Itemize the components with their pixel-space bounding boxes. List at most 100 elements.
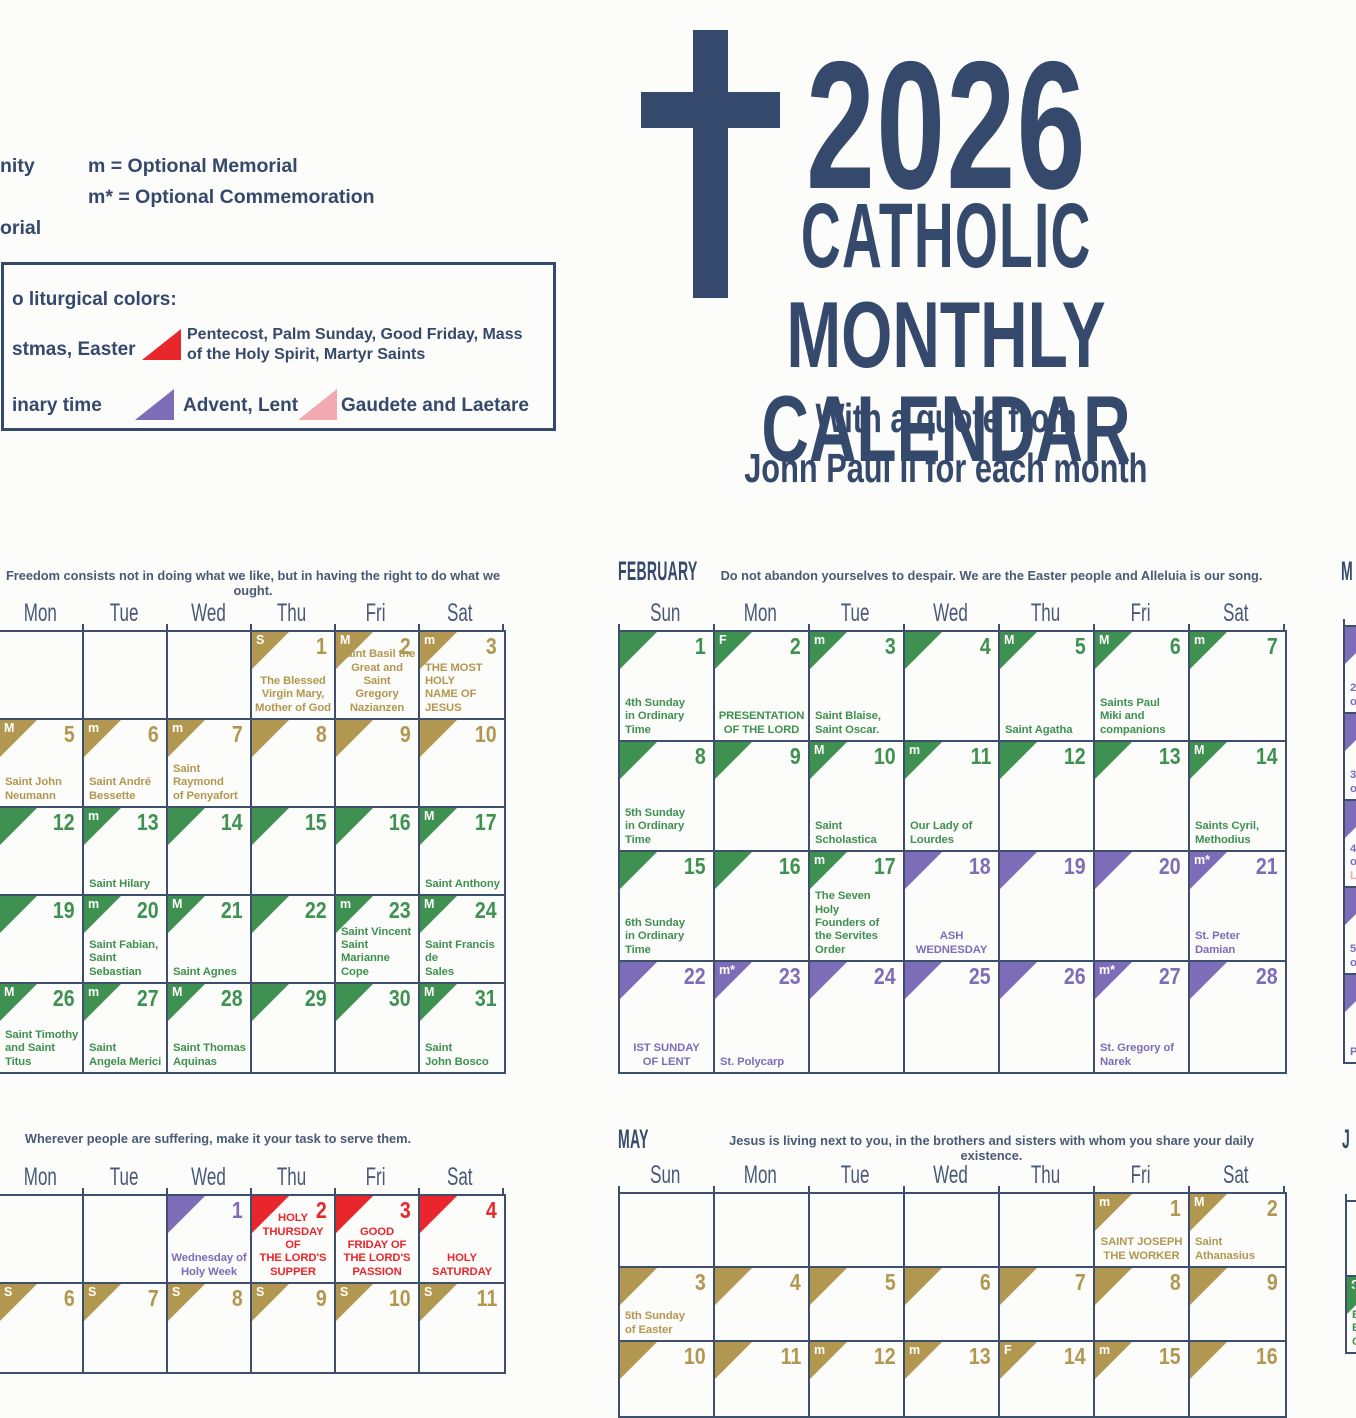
- liturgical-triangle: [336, 984, 373, 1021]
- liturgical-triangle: [715, 962, 752, 999]
- day-cell: M 2 Saint Athanasius: [1190, 1194, 1285, 1268]
- day-cell: 2 HOLY THURSDAY OF THE LORD'S SUPPER: [252, 1196, 336, 1284]
- rank-badge: S: [340, 1285, 349, 1299]
- liturgical-triangle: [1095, 852, 1132, 889]
- liturgical-triangle: [1345, 888, 1356, 925]
- liturgical-triangle: [715, 742, 752, 779]
- liturgical-triangle: [84, 984, 121, 1021]
- rank-badge: M: [814, 743, 825, 757]
- day-cell: 14: [168, 808, 252, 896]
- feast-label: 5th Sunday of Easter: [625, 1310, 685, 1336]
- year-text: 2026: [805, 23, 1087, 227]
- rank-badge: m*: [1099, 963, 1115, 977]
- day-number: 30: [389, 985, 411, 1011]
- day-cell: 8: [252, 720, 336, 808]
- weekday-header-text: Tue: [841, 1161, 870, 1189]
- liturgical-triangle: [252, 984, 289, 1021]
- poster-title-line3: MONTHLY CALENDAR: [560, 288, 1332, 476]
- day-number: 21: [221, 897, 243, 923]
- day-number: 8: [316, 721, 327, 747]
- day-number: 6: [980, 1269, 991, 1295]
- week-row: 10 11 m 12 m 13 F 14 m 15 16: [620, 1342, 1285, 1416]
- month-title-february: FEBRUARY: [618, 556, 771, 587]
- rank-badge: m: [909, 743, 921, 757]
- weekday-header-text: Sun: [650, 599, 681, 627]
- feast-label: Saints Paul Miki and companions: [1100, 697, 1166, 736]
- rank-badge: M: [1194, 1195, 1205, 1209]
- day-number: 18: [969, 853, 991, 879]
- liturgical-triangle: [620, 1268, 657, 1305]
- weekday-header-text: Thu: [1030, 1161, 1061, 1189]
- day-cell: 18 ASH WEDNESDAY: [905, 852, 1000, 962]
- weekday-header-text: Tue: [841, 599, 870, 627]
- day-cell: m 17 The Seven Holy Founders of the Servit…: [810, 852, 905, 962]
- weekday-header: Tue: [82, 1163, 166, 1192]
- day-number: 3: [400, 1197, 411, 1223]
- day-number: 21: [1256, 853, 1278, 879]
- day-number: 6: [1170, 633, 1181, 659]
- day-cell: M 26 Saint Timothy and Saint Titus: [0, 984, 84, 1072]
- day-cell: S 10: [336, 1284, 420, 1372]
- day-cell: 16: [1190, 1342, 1285, 1416]
- day-number: 11: [970, 743, 991, 769]
- liturgical-triangle: [0, 896, 37, 933]
- month-title-text: M: [1341, 556, 1353, 586]
- day-number: 15: [684, 853, 706, 879]
- liturgical-triangle: [1345, 975, 1356, 1012]
- day-number: 17: [874, 853, 896, 879]
- liturgical-triangle: [0, 720, 37, 757]
- legend-optional-commemoration: m* = Optional Commemoration: [88, 186, 375, 208]
- day-cell: 22: [252, 896, 336, 984]
- week-row: [1347, 1202, 1356, 1277]
- weekday-header-text: Thu: [277, 599, 307, 627]
- february-grid: 1 4th Sunday in Ordinary Time F 2 PRESENTATI…: [618, 630, 1287, 1074]
- feast-label: Saint Vincent Saint Marianne Cope: [341, 925, 412, 978]
- day-number: 9: [790, 743, 801, 769]
- day-number: 17: [475, 809, 497, 835]
- day-cell: m* 21 St. Peter Damian: [1190, 852, 1285, 962]
- feast-label: Saint Hilary: [89, 877, 150, 890]
- weekday-header: Fri: [334, 1163, 418, 1192]
- liturgical-triangle: [84, 1284, 121, 1321]
- legend-red-label-line2: of the Holy Spirit, Martyr Saints: [187, 346, 426, 363]
- day-cell: M 10 Saint Scholastica: [810, 742, 905, 852]
- weekday-header: Mon: [713, 599, 808, 628]
- day-cell: 9: [336, 720, 420, 808]
- day-cell: m 3 THE MOST HOLY NAME OF JESUS: [420, 632, 504, 720]
- week-row: 2nd Sunday of Lent: [1345, 627, 1356, 714]
- week-row: 1 Wednesday of Holy Week 2 HOLY THURSDAY OF…: [0, 1196, 504, 1284]
- day-cell: M 24 Saint Francis de Sales: [420, 896, 504, 984]
- weekday-header-text: Sat: [447, 1163, 473, 1191]
- month-title-june: J: [1342, 1124, 1356, 1155]
- liturgical-triangle: [252, 720, 289, 757]
- liturgical-triangle: [1000, 742, 1037, 779]
- rank-badge: F: [719, 633, 727, 647]
- day-number: 5: [64, 721, 75, 747]
- day-number: 19: [1064, 853, 1086, 879]
- liturgical-triangle: [252, 1196, 289, 1233]
- feast-label: Saint Agnes: [173, 965, 237, 978]
- day-number: 4: [486, 1197, 497, 1223]
- day-cell: m 12: [810, 1342, 905, 1416]
- feast-label: St. Peter Damian: [1195, 930, 1240, 956]
- weekday-header-text: Wed: [933, 1161, 968, 1189]
- day-cell: 8: [1095, 1268, 1190, 1342]
- month-quote-april: Wherever people are suffering, make it y…: [24, 1131, 412, 1146]
- day-number: 23: [389, 897, 411, 923]
- liturgical-triangle: [420, 632, 457, 669]
- feast-label: PRESENTATION OF THE LORD: [718, 710, 805, 736]
- liturgical-triangle: [810, 852, 847, 889]
- liturgical-triangle: [715, 852, 752, 889]
- weekday-header: Thu: [998, 599, 1093, 628]
- day-cell: [715, 1194, 810, 1268]
- liturgical-triangle: [168, 896, 205, 933]
- legend-memorial-fragment: orial: [0, 217, 42, 239]
- rank-badge: m: [909, 1343, 921, 1357]
- liturgical-triangle: [420, 984, 457, 1021]
- rank-badge: S: [256, 633, 265, 647]
- day-cell: 1 Wednesday of Holy Week: [168, 1196, 252, 1284]
- day-number: 20: [1159, 853, 1181, 879]
- legend-red-triangle-icon: [142, 329, 181, 360]
- day-cell: M 14 Saints Cyril, Methodius: [1190, 742, 1285, 852]
